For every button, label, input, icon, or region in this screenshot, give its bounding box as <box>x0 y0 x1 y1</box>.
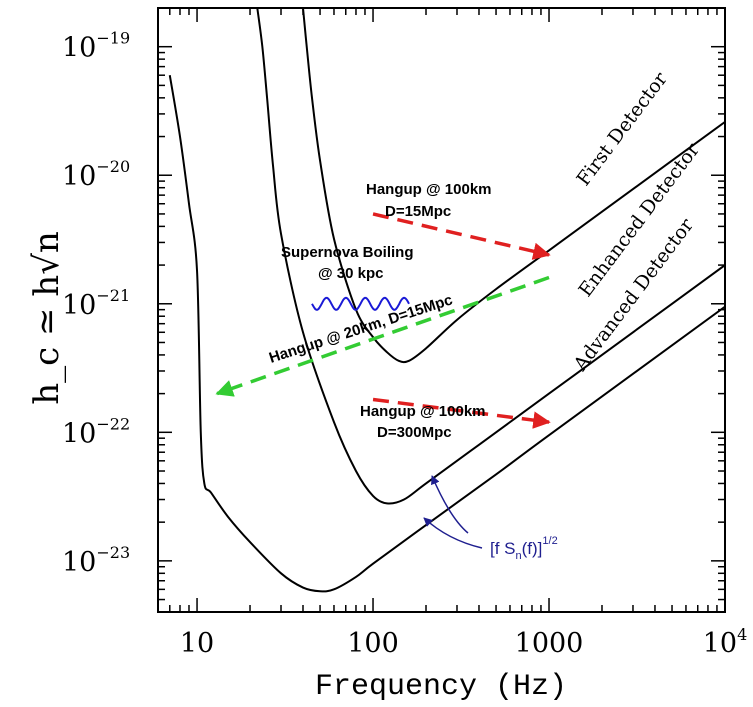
y-tick-label: 10−19 <box>62 29 130 64</box>
x-tick-labels: 10 100 1000 104 <box>180 625 747 659</box>
hangup-100km-300mpc-label-line2: D=300Mpc <box>377 424 452 441</box>
hangup-100km-300mpc-label-line1: Hangup @ 100km <box>360 403 486 420</box>
curve-first-detector <box>302 8 725 364</box>
source-supernova-boiling-30-kpc <box>311 296 410 311</box>
x-tick-label: 1000 <box>515 628 584 659</box>
curve-enhanced-detector <box>256 8 725 505</box>
noise-spectral-density-label: [f Sn(f)]1/2 <box>490 535 558 562</box>
tick-marks <box>157 7 726 613</box>
x-tick-label: 10 <box>180 628 214 659</box>
y-tick-labels: 10−19 10−20 10−21 10−22 10−23 <box>62 29 130 578</box>
hangup-100km-15mpc-label-line2: D=15Mpc <box>385 203 451 220</box>
y-tick-label: 10−22 <box>62 414 130 449</box>
y-axis-title: h_c ≃ h√n <box>27 231 67 405</box>
noise-arrow-lower <box>423 517 483 549</box>
noise-arrow-upper <box>431 475 469 534</box>
supernova-label-line2: @ 30 kpc <box>318 265 384 282</box>
source-hangup-100km-d-300mpc <box>372 397 551 429</box>
curve-advanced-detector <box>168 75 725 593</box>
y-tick-label: 10−20 <box>62 157 130 192</box>
source-tracks <box>215 212 551 429</box>
source-hangup-100km-d-15mpc <box>372 212 551 260</box>
sensitivity-curves <box>168 8 725 593</box>
x-tick-label: 100 <box>347 628 399 659</box>
supernova-label-line1: Supernova Boiling <box>281 244 414 261</box>
y-tick-label: 10−23 <box>62 543 130 578</box>
y-tick-label: 10−21 <box>62 286 130 321</box>
x-axis-title: Frequency (Hz) <box>315 670 567 704</box>
source-hangup-20km-d-15mpc <box>215 275 550 397</box>
hangup-100km-15mpc-label-line1: Hangup @ 100km <box>366 181 492 198</box>
x-tick-label: 104 <box>703 625 748 659</box>
